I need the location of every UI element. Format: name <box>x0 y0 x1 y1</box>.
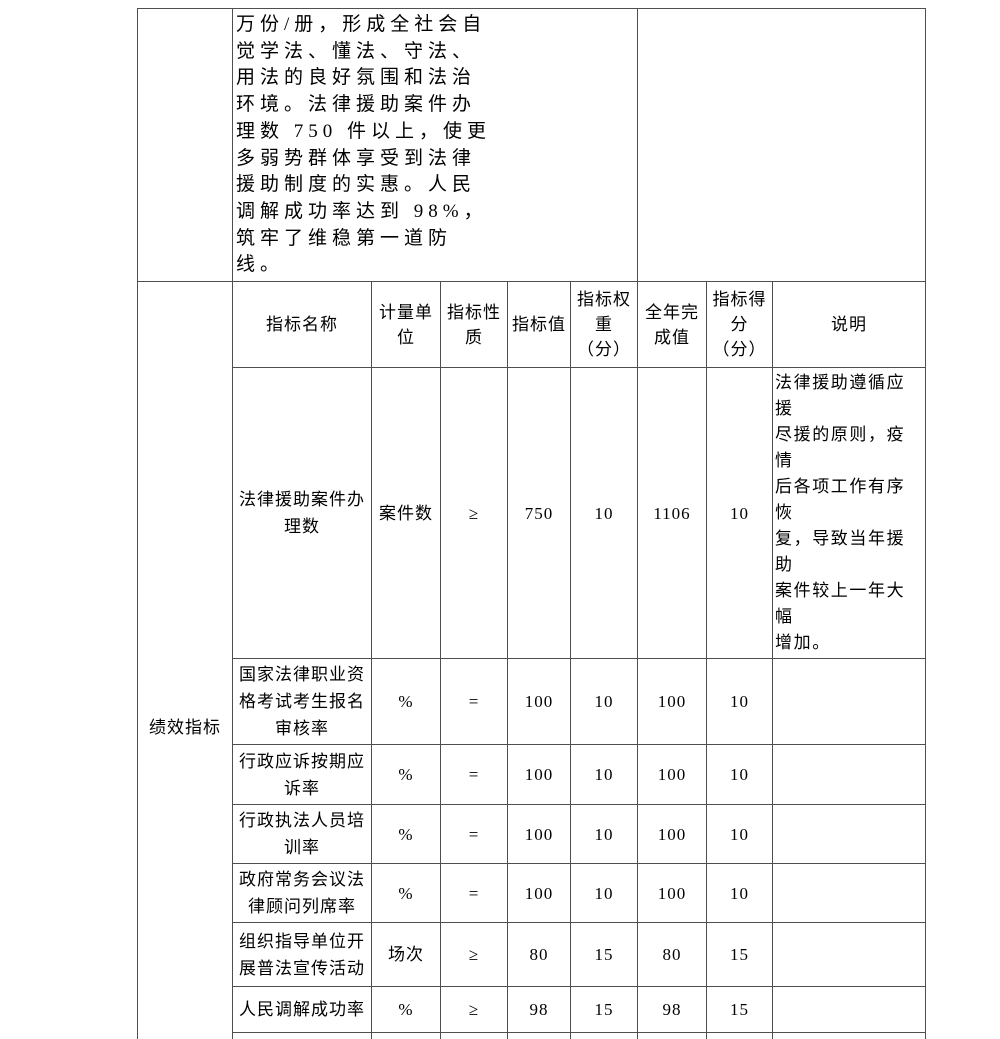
note-cell <box>771 804 927 865</box>
table-row: 行政执法人员培 训率 % = 100 10 100 10 <box>138 804 927 865</box>
target-value-cell: 750 <box>507 367 571 660</box>
header-completed-value: 全年完 成值 <box>637 281 707 369</box>
indicator-name-cell: 国家法律职业资 格考试考生报名 审核率 <box>232 658 372 746</box>
nature-cell: ≥ <box>440 922 508 988</box>
target-value-cell: 100 <box>507 804 571 865</box>
header-nature: 指标性 质 <box>440 281 508 369</box>
weight-cell: 10 <box>570 744 638 806</box>
target-value-cell: 80 <box>507 922 571 988</box>
completed-value-cell: 98 <box>637 986 707 1034</box>
table-row: 防止社区矫正对 象脱管、漏管、 发生重大刑事案 件和参与重大社 会影响事件 定性… <box>138 1032 927 1039</box>
note-cell <box>771 986 927 1034</box>
indicator-name-cell: 行政执法人员培 训率 <box>232 804 372 865</box>
indicator-name-cell: 行政应诉按期应 诉率 <box>232 744 372 806</box>
completed-value-cell: 1106 <box>637 367 707 660</box>
completed-value-cell: 100 <box>637 863 707 924</box>
score-cell: 10 <box>706 367 773 660</box>
completed-value-cell: 1 <box>637 1032 707 1039</box>
target-value-cell: 100 <box>507 863 571 924</box>
weight-cell: 10 <box>570 863 638 924</box>
unit-cell: 场次 <box>371 922 441 988</box>
score-cell: 10 <box>706 863 773 924</box>
note-cell <box>771 744 927 806</box>
note-cell: 法律援助遵循应援 尽援的原则，疫情 后各项工作有序恢 复，导致当年援助 案件较上… <box>771 367 927 660</box>
unit-cell: % <box>371 658 441 746</box>
unit-cell: % <box>371 986 441 1034</box>
note-cell <box>771 1032 927 1039</box>
table-header-row: 绩效指标 指标名称 计量单 位 指标性 质 指标值 指标权 重 （分） 全年完 … <box>137 281 927 1039</box>
indicator-name-cell: 防止社区矫正对 象脱管、漏管、 发生重大刑事案 件和参与重大社 会影响事件 <box>232 1032 372 1039</box>
table-row: 人民调解成功率 % ≥ 98 15 98 15 <box>138 986 927 1034</box>
score-cell: 15 <box>706 922 773 988</box>
indicator-name-cell: 政府常务会议法 律顾问列席率 <box>232 863 372 924</box>
weight-cell: 10 <box>570 1032 638 1039</box>
nature-cell: 定性 <box>440 1032 508 1039</box>
header-target-value: 指标值 <box>507 281 571 369</box>
table-row: 政府常务会议法 律顾问列席率 % = 100 10 100 10 <box>138 863 927 924</box>
indicator-name-cell: 组织指导单位开 展普法宣传活动 <box>232 922 372 988</box>
weight-cell: 15 <box>570 922 638 988</box>
row-group-label-cell: 绩效指标 <box>137 281 233 1039</box>
target-value-cell: 98 <box>507 986 571 1034</box>
completed-value-cell: 100 <box>637 744 707 806</box>
nature-cell: = <box>440 804 508 865</box>
target-value-cell: 优 <box>507 1032 571 1039</box>
header-note: 说明 <box>771 281 927 369</box>
weight-cell: 10 <box>570 658 638 746</box>
weight-cell: 15 <box>570 986 638 1034</box>
indicator-name-cell: 法律援助案件办 理数 <box>232 367 372 660</box>
completed-value-cell: 100 <box>637 804 707 865</box>
continuation-text-cell: 万份/册，形成全社会自 觉学法、懂法、守法、 用法的良好氛围和法治 环境。法律援… <box>232 7 638 283</box>
continuation-row: 万份/册，形成全社会自 觉学法、懂法、守法、 用法的良好氛围和法治 环境。法律援… <box>137 7 927 283</box>
header-unit: 计量单 位 <box>371 281 441 369</box>
score-cell: 10 <box>706 804 773 865</box>
nature-cell: = <box>440 744 508 806</box>
weight-cell: 10 <box>570 804 638 865</box>
performance-indicator-table: 万份/册，形成全社会自 觉学法、懂法、守法、 用法的良好氛围和法治 环境。法律援… <box>137 7 927 1039</box>
note-cell <box>771 863 927 924</box>
table-row: 国家法律职业资 格考试考生报名 审核率 % = 100 10 100 10 <box>138 658 927 746</box>
unit-cell: % <box>371 804 441 865</box>
completed-value-cell: 100 <box>637 658 707 746</box>
header-score: 指标得 分 （分） <box>706 281 773 369</box>
weight-cell: 10 <box>570 367 638 660</box>
score-cell: 10 <box>706 1032 773 1039</box>
table-row: 行政应诉按期应 诉率 % = 100 10 100 10 <box>138 744 927 806</box>
nature-cell: = <box>440 658 508 746</box>
continuation-left-cell <box>137 7 233 283</box>
unit-cell <box>371 1032 441 1039</box>
nature-cell: ≥ <box>440 367 508 660</box>
nature-cell: = <box>440 863 508 924</box>
table-row: 组织指导单位开 展普法宣传活动 场次 ≥ 80 15 80 15 <box>138 922 927 988</box>
completed-value-cell: 80 <box>637 922 707 988</box>
unit-cell: 案件数 <box>371 367 441 660</box>
continuation-right-cell <box>636 7 927 283</box>
indicator-name-cell: 人民调解成功率 <box>232 986 372 1034</box>
score-cell: 10 <box>706 744 773 806</box>
note-cell <box>771 658 927 746</box>
note-cell <box>771 922 927 988</box>
unit-cell: % <box>371 863 441 924</box>
target-value-cell: 100 <box>507 658 571 746</box>
score-cell: 15 <box>706 986 773 1034</box>
unit-cell: % <box>371 744 441 806</box>
table-row: 法律援助案件办 理数 案件数 ≥ 750 10 1106 10 法律援助遵循应援… <box>138 367 927 660</box>
nature-cell: ≥ <box>440 986 508 1034</box>
score-cell: 10 <box>706 658 773 746</box>
target-value-cell: 100 <box>507 744 571 806</box>
header-indicator-name: 指标名称 <box>232 281 372 369</box>
header-weight: 指标权 重 （分） <box>570 281 638 369</box>
